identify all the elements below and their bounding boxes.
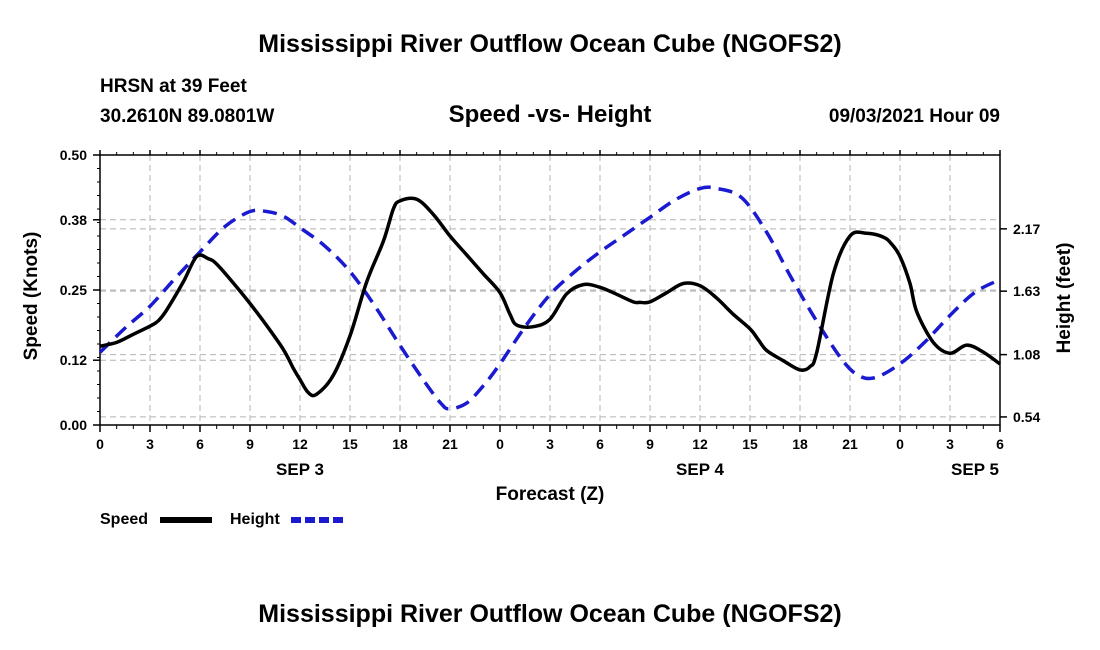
x-tick-label: 3 [546,436,554,452]
datetime-label: 09/03/2021 Hour 09 [828,106,1000,127]
x-tick-label: 9 [646,436,654,452]
x-tick-label: 3 [946,436,954,452]
x-tick-label: 0 [896,436,904,452]
x-tick-label: 0 [496,436,504,452]
y2-tick-label: 1.08 [1013,347,1040,363]
station-label: HRSN at 39 Feet [100,76,247,97]
date-label: SEP 5 [951,460,999,479]
height-series-line [98,185,1001,411]
y-tick-label: 0.50 [60,147,87,163]
y-tick-label: 0.00 [60,417,87,433]
x-tick-label: 15 [742,436,758,452]
y-tick-label: 0.25 [60,282,87,298]
x-tick-label: 0 [96,436,104,452]
y2-tick-label: 2.17 [1013,221,1040,237]
x-axis-label: Forecast (Z) [496,484,605,505]
y-axis-label: Speed (Knots) [21,232,42,361]
x-tick-label: 6 [996,436,1004,452]
coordinates-label: 30.2610N 89.0801W [100,106,275,127]
chart-title-top: Mississippi River Outflow Ocean Cube (NG… [258,30,842,58]
y2-axis-label: Height (feet) [1054,243,1075,354]
y2-tick-label: 0.54 [1013,409,1040,425]
y2-tick-label: 1.63 [1013,283,1040,299]
legend-height-label: Height [230,511,280,528]
x-tick-label: 18 [392,436,408,452]
x-tick-label: 9 [246,436,254,452]
x-tick-label: 12 [692,436,708,452]
chart-subtitle: Speed -vs- Height [448,101,652,128]
date-label: SEP 3 [276,460,324,479]
y-tick-label: 0.12 [60,352,87,368]
legend-speed-label: Speed [100,511,148,528]
x-tick-label: 12 [292,436,308,452]
x-tick-label: 18 [792,436,808,452]
x-tick-label: 6 [196,436,204,452]
x-tick-label: 6 [596,436,604,452]
date-label: SEP 4 [676,460,724,479]
x-tick-label: 21 [442,436,458,452]
x-tick-label: 3 [146,436,154,452]
x-tick-label: 15 [342,436,358,452]
chart-title-bottom: Mississippi River Outflow Ocean Cube (NG… [258,600,842,628]
y-tick-label: 0.38 [60,212,87,228]
x-tick-label: 21 [842,436,858,452]
speed-series-line [99,196,1002,398]
